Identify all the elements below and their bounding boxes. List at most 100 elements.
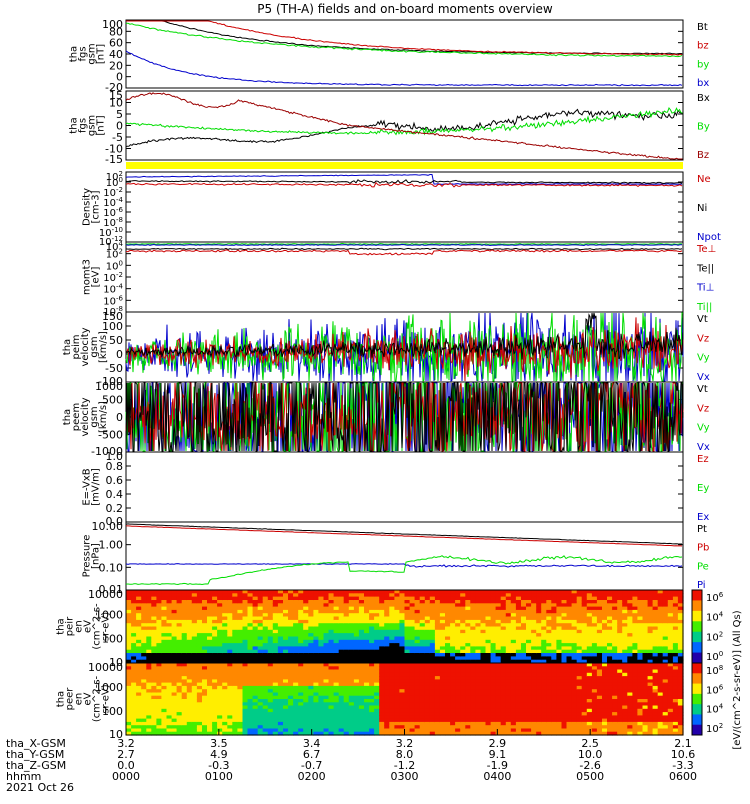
panel-9-pixel [643, 617, 649, 621]
panel-9-pixel [420, 653, 426, 657]
panel-9-pixel [541, 617, 547, 621]
panel-9-pixel [339, 597, 345, 601]
panel-8-series-pt [126, 524, 682, 544]
panel-9-pixel [146, 633, 152, 637]
panel-9-pixel [253, 617, 259, 621]
panel-9-pixel [410, 617, 416, 621]
panel-7-ytick-label: 0.8 [106, 460, 124, 473]
panel-9-pixel [668, 653, 674, 657]
panel-9-pixel [541, 653, 547, 657]
panel-9-pixel [222, 597, 228, 601]
panel-9-pixel [496, 597, 502, 601]
panel-1-series-by [126, 23, 682, 56]
panel-9-pixel [379, 633, 385, 637]
panel-9-pixel [415, 617, 421, 621]
panel-9-pixel [420, 633, 426, 637]
panel-9-pixel [384, 597, 390, 601]
panel-9-pixel [399, 617, 405, 621]
panel-9-pixel [440, 633, 446, 637]
panel-9-pixel [445, 633, 451, 637]
panel-9-pixel [531, 617, 537, 621]
panel-6-legend-vz: Vz [697, 403, 709, 414]
panel-9-pixel [435, 597, 441, 601]
panel-9-pixel [349, 597, 355, 601]
panel-9-pixel [161, 633, 167, 637]
panel-9-pixel [435, 617, 441, 621]
panel-7-ytick-label: 0.4 [106, 488, 124, 501]
panel-8-series-pb [126, 526, 682, 546]
panel-7-frame [126, 452, 683, 522]
panel-9-pixel [602, 597, 608, 601]
panel-9-pixel [298, 617, 304, 621]
panel-9-pixel [450, 597, 456, 601]
panel-9-pixel [172, 617, 178, 621]
panel-9-pixel [303, 617, 309, 621]
panel-9-pixel [192, 597, 198, 601]
panel-2-legend-by: By [697, 122, 710, 133]
panel-9-pixel [389, 617, 395, 621]
panel-9-pixel [156, 617, 162, 621]
panel-9-pixel [278, 597, 284, 601]
panel-9-pixel [637, 633, 643, 637]
panel-9-pixel [329, 633, 335, 637]
panel-9-pixel [617, 633, 623, 637]
panel-9-pixel [197, 633, 203, 637]
panel-5-ytick-label: 0 [116, 348, 123, 361]
panel-9-pixel [324, 653, 330, 657]
panel-9-pixel [622, 597, 628, 601]
panel-9-pixel [354, 653, 360, 657]
panel-9-pixel [612, 653, 618, 657]
panel-9-pixel [496, 617, 502, 621]
panel-9-pixel [526, 597, 532, 601]
panel-1-legend-bz: bz [697, 41, 709, 52]
panel-1-legend-bt: Bt [697, 22, 708, 33]
panel-9-pixel [445, 597, 451, 601]
panel-9-pixel [435, 653, 441, 657]
panel-9-pixel [420, 617, 426, 621]
panel-9-pixel [556, 653, 562, 657]
panel-9-pixel [491, 617, 497, 621]
panel-2-legend-bx: Bx [697, 93, 710, 104]
panel-9-pixel [632, 653, 638, 657]
panel-9-pixel [551, 653, 557, 657]
panel-9-pixel [501, 633, 507, 637]
panel-10-ytick-label: 10000 [88, 661, 123, 674]
panel-9-pixel [592, 653, 598, 657]
panel-9-pixel [627, 633, 633, 637]
panel-5-legend-vz: Vz [697, 333, 709, 344]
panel-9-pixel [126, 597, 132, 601]
panel-9-pixel [182, 617, 188, 621]
panel-9-pixel [567, 653, 573, 657]
panel-9-pixel [389, 653, 395, 657]
panel-9-pixel [460, 597, 466, 601]
panel-9-pixel [663, 597, 669, 601]
panel-9-pixel [526, 653, 532, 657]
panel-9-pixel [268, 597, 274, 601]
figure-title: P5 (TH-A) fields and on-board moments ov… [257, 2, 553, 16]
panel-9-ylabel: sr-eV) [101, 612, 112, 641]
panel-1-legend-by: by [697, 59, 709, 70]
panel-9-pixel [653, 633, 659, 637]
panel-7-ytick-label: 0.2 [106, 502, 124, 515]
panel-9-pixel [546, 633, 552, 637]
panel-9-pixel [572, 597, 578, 601]
panel-9-pixel [648, 633, 654, 637]
panel-9-pixel [202, 617, 208, 621]
panel-9-pixel [455, 633, 461, 637]
panel-9-pixel [197, 653, 203, 657]
panel-9-pixel [167, 633, 173, 637]
panel-9-pixel [232, 597, 238, 601]
panel-9-pixel [592, 597, 598, 601]
panel-7-ytick-label: 0.6 [106, 474, 124, 487]
panel-9-pixel [612, 633, 618, 637]
panel-9-pixel [572, 617, 578, 621]
panel-9-pixel [217, 633, 223, 637]
panel-9-pixel [658, 617, 664, 621]
panel-9-pixel [420, 597, 426, 601]
panel-9-pixel [511, 617, 517, 621]
panel-9-pixel [399, 653, 405, 657]
panel-9-pixel [177, 653, 183, 657]
panel-9-pixel [445, 653, 451, 657]
panel-9-pixel [227, 617, 233, 621]
panel-9-pixel [136, 633, 142, 637]
